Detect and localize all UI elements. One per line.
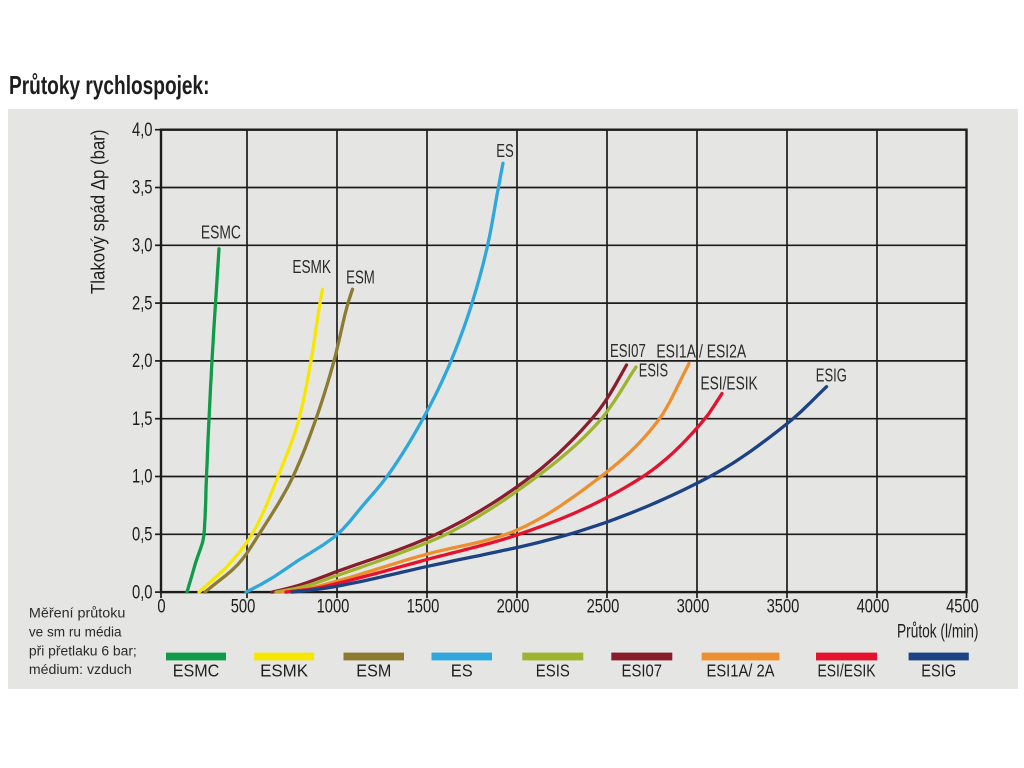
svg-text:1000: 1000 [317,597,350,618]
svg-text:ESIS: ESIS [536,661,570,681]
svg-text:ESI1A / ESI2A: ESI1A / ESI2A [656,342,746,362]
svg-text:2,5: 2,5 [132,293,153,314]
svg-text:ESIG: ESIG [921,661,956,681]
svg-text:ESI/ESIK: ESI/ESIK [818,661,876,681]
svg-text:3000: 3000 [677,597,710,618]
svg-text:2,0: 2,0 [132,351,153,372]
svg-text:ESMC: ESMC [201,223,241,243]
svg-text:0: 0 [157,597,165,618]
svg-text:ESI1A/ 2A: ESI1A/ 2A [707,661,775,681]
svg-text:3500: 3500 [767,597,800,618]
svg-text:ESI07: ESI07 [610,341,646,361]
svg-text:ES: ES [496,141,514,161]
svg-text:ESMK: ESMK [260,661,308,681]
svg-text:0,5: 0,5 [132,525,153,546]
svg-text:1,5: 1,5 [132,409,153,430]
svg-text:4,0: 4,0 [132,120,153,141]
svg-text:ESIG: ESIG [816,366,847,386]
svg-text:ESIS: ESIS [639,361,668,381]
svg-text:500: 500 [231,597,256,618]
svg-text:ESI/ESIK: ESI/ESIK [701,374,758,394]
svg-text:1,0: 1,0 [132,467,153,488]
svg-text:ESI07: ESI07 [622,661,663,681]
svg-text:3,0: 3,0 [132,236,153,257]
svg-text:Měření průtoku: Měření průtoku [29,606,126,622]
svg-text:Tlakový spád Δp (bar): Tlakový spád Δp (bar) [89,130,110,295]
svg-text:2000: 2000 [497,597,530,618]
svg-text:ve sm ru média: ve sm ru média [29,625,122,641]
svg-text:Průtoky rychlospojek:: Průtoky rychlospojek: [9,70,210,100]
svg-text:0,0: 0,0 [132,582,153,603]
svg-text:4000: 4000 [857,597,890,618]
svg-text:médium: vzduch: médium: vzduch [29,662,132,678]
svg-text:ESM: ESM [356,661,391,681]
svg-text:ESMC: ESMC [173,661,220,681]
svg-text:1500: 1500 [407,597,440,618]
svg-text:ESM: ESM [346,268,375,288]
svg-text:3,5: 3,5 [132,178,153,199]
svg-text:Průtok (l/min): Průtok (l/min) [897,622,979,643]
svg-text:4500: 4500 [946,597,979,618]
svg-text:při přetlaku 6 bar;: při přetlaku 6 bar; [29,644,137,660]
svg-text:ESMK: ESMK [292,257,331,277]
svg-text:2500: 2500 [587,597,620,618]
svg-text:ES: ES [451,661,473,681]
